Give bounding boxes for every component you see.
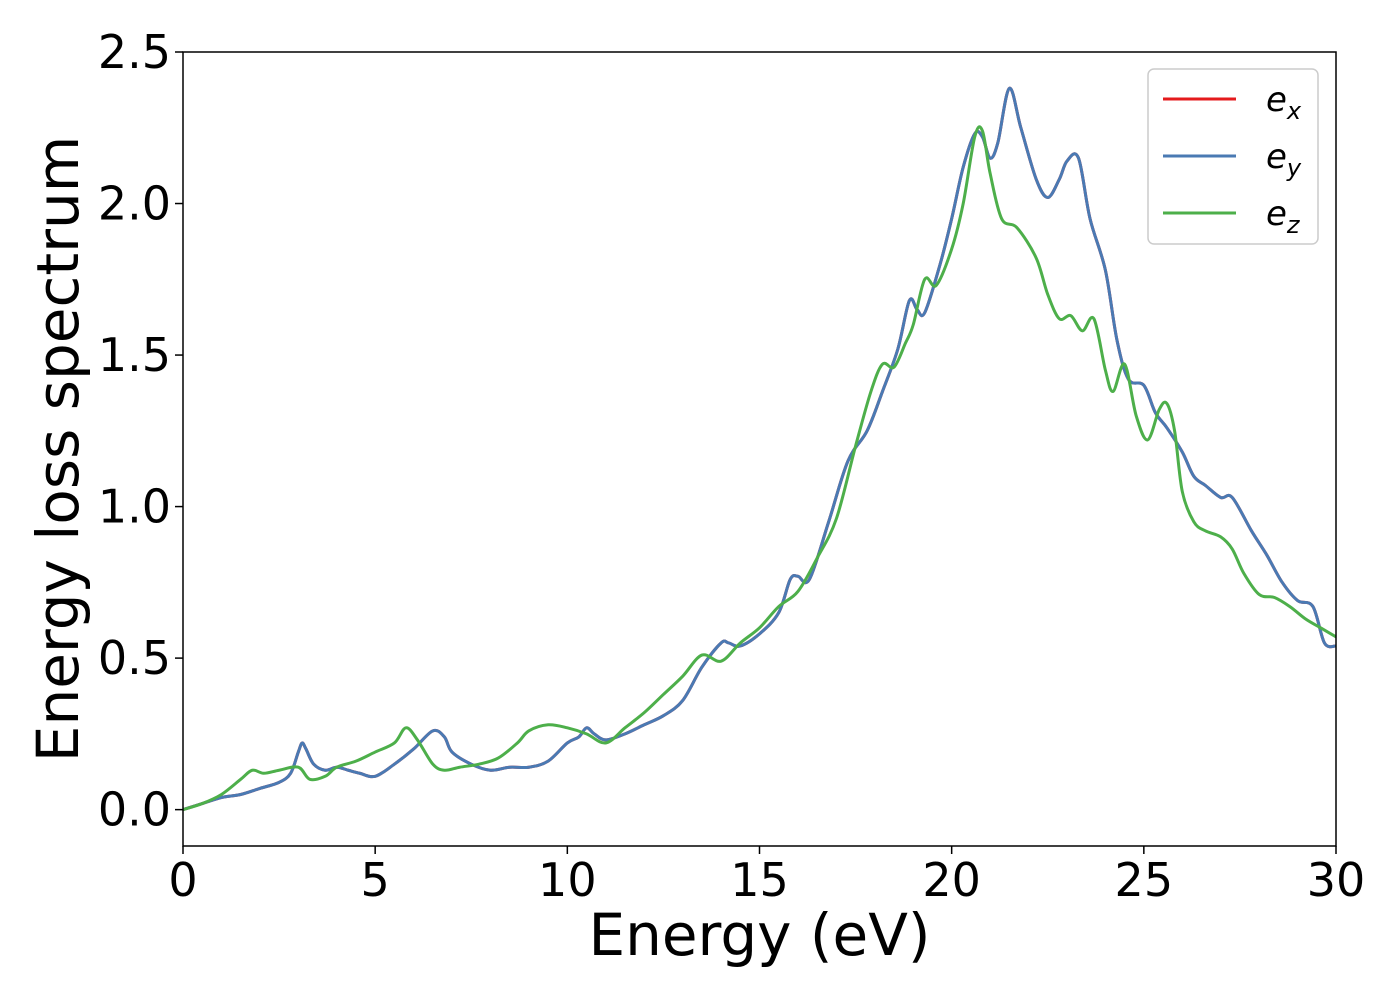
- y-axis-label: Energy loss spectrum: [24, 136, 92, 762]
- x-tick-label: 25: [1115, 853, 1174, 907]
- y-tick-label: 0.0: [98, 783, 171, 837]
- x-tick-label: 20: [922, 853, 981, 907]
- series-line-y: [183, 86, 1336, 812]
- y-axis: 0.0 0.5 1.0 1.5 2.0 2.5: [98, 25, 183, 837]
- y-tick-label: 2.0: [98, 177, 171, 231]
- plot-area: [182, 51, 1337, 847]
- series-layer: [183, 86, 1336, 812]
- y-tick-label: 0.5: [98, 631, 171, 685]
- x-tick-label: 10: [538, 853, 597, 907]
- x-axis: 0 5 10 15 20 25 30: [168, 846, 1365, 907]
- legend-label-z: ez: [1266, 194, 1301, 239]
- y-tick-label: 1.0: [98, 480, 171, 534]
- series-line-z: [183, 125, 1336, 812]
- x-axis-label: Energy (eV): [588, 901, 930, 969]
- x-tick-label: 30: [1307, 853, 1366, 907]
- x-tick-label: 0: [168, 853, 197, 907]
- y-tick-label: 1.5: [98, 328, 171, 382]
- x-tick-label: 15: [730, 853, 789, 907]
- legend: ex ey ez: [1147, 68, 1319, 245]
- legend-label-x: ex: [1266, 80, 1302, 125]
- y-tick-label: 2.5: [98, 25, 171, 79]
- legend-label-y: ey: [1266, 137, 1302, 182]
- x-tick-label: 5: [361, 853, 390, 907]
